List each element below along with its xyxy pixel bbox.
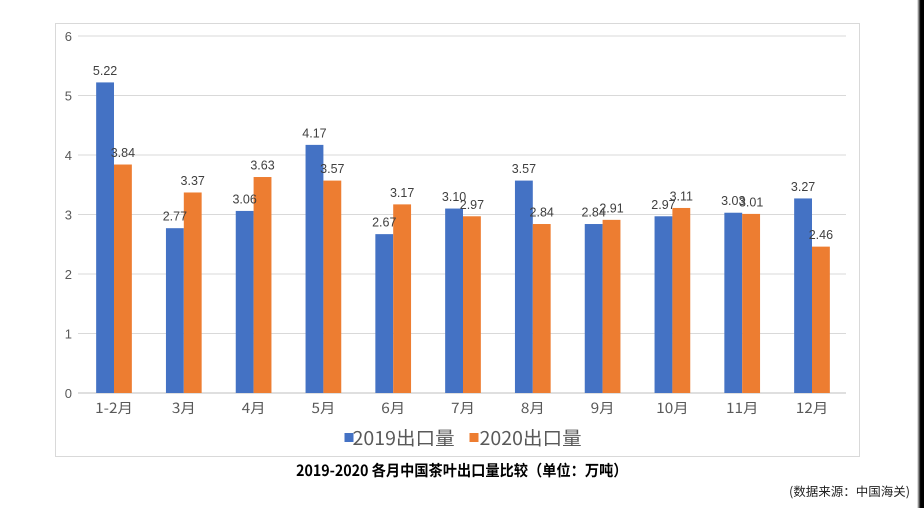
svg-text:3.11: 3.11 [670, 189, 693, 203]
svg-text:5.22: 5.22 [93, 64, 117, 78]
svg-text:2.46: 2.46 [809, 228, 833, 242]
svg-text:2.97: 2.97 [460, 198, 484, 212]
svg-text:3.57: 3.57 [512, 162, 536, 176]
svg-text:2.67: 2.67 [372, 216, 396, 230]
svg-text:4: 4 [65, 148, 72, 163]
svg-text:3.84: 3.84 [111, 146, 135, 160]
svg-text:3: 3 [65, 207, 72, 222]
svg-text:6: 6 [65, 29, 72, 44]
svg-text:3.27: 3.27 [791, 180, 815, 194]
svg-text:1: 1 [65, 326, 72, 341]
svg-text:3.17: 3.17 [390, 186, 414, 200]
svg-text:4.17: 4.17 [302, 126, 326, 140]
svg-text:5: 5 [65, 88, 72, 103]
svg-text:0: 0 [65, 386, 72, 401]
svg-text:3.06: 3.06 [232, 192, 256, 206]
svg-text:3.63: 3.63 [250, 159, 274, 173]
svg-text:2.91: 2.91 [599, 201, 623, 215]
svg-text:3.37: 3.37 [181, 174, 205, 188]
svg-text:2.84: 2.84 [530, 206, 554, 220]
svg-text:2.77: 2.77 [163, 210, 187, 224]
svg-text:3.57: 3.57 [320, 162, 344, 176]
svg-text:3.01: 3.01 [739, 195, 763, 209]
svg-text:2: 2 [65, 267, 72, 282]
